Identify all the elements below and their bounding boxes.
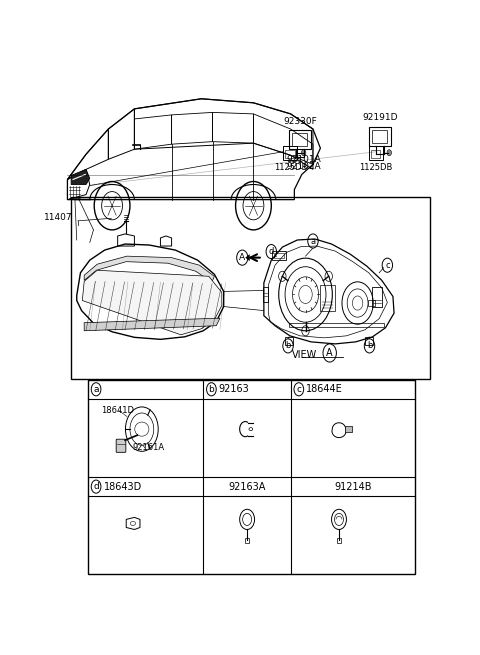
Text: 92191D: 92191D (362, 113, 397, 122)
Text: 92102A: 92102A (286, 162, 321, 171)
Polygon shape (71, 170, 90, 185)
Text: 91214B: 91214B (334, 481, 372, 492)
Text: 18641D: 18641D (101, 406, 134, 415)
Text: 92163: 92163 (219, 384, 250, 394)
Polygon shape (83, 271, 222, 335)
Text: d: d (269, 247, 274, 256)
Text: 92161A: 92161A (132, 443, 165, 453)
Text: a: a (311, 236, 315, 246)
Text: c: c (296, 384, 301, 394)
Ellipse shape (135, 422, 149, 436)
Text: b: b (367, 341, 372, 350)
FancyBboxPatch shape (345, 426, 352, 432)
Text: 1125DB: 1125DB (274, 163, 307, 172)
Text: d: d (93, 482, 99, 491)
FancyBboxPatch shape (116, 440, 126, 453)
Text: 92163A: 92163A (228, 481, 265, 492)
Text: 92330F: 92330F (283, 117, 317, 126)
Text: a: a (93, 384, 99, 394)
Text: 18643D: 18643D (104, 481, 142, 492)
Text: b: b (285, 341, 291, 350)
Text: c: c (385, 261, 390, 270)
Polygon shape (245, 254, 250, 261)
Polygon shape (84, 256, 215, 282)
Circle shape (387, 150, 392, 156)
Text: 92101A: 92101A (286, 155, 321, 164)
Polygon shape (84, 318, 220, 331)
Text: b: b (208, 384, 214, 394)
Text: A: A (326, 348, 333, 358)
Text: A: A (239, 253, 245, 262)
Text: 11407: 11407 (44, 214, 73, 222)
Circle shape (301, 150, 306, 156)
Text: 18644E: 18644E (306, 384, 343, 394)
Text: VIEW: VIEW (291, 350, 317, 360)
Text: 1125DB: 1125DB (360, 163, 393, 172)
